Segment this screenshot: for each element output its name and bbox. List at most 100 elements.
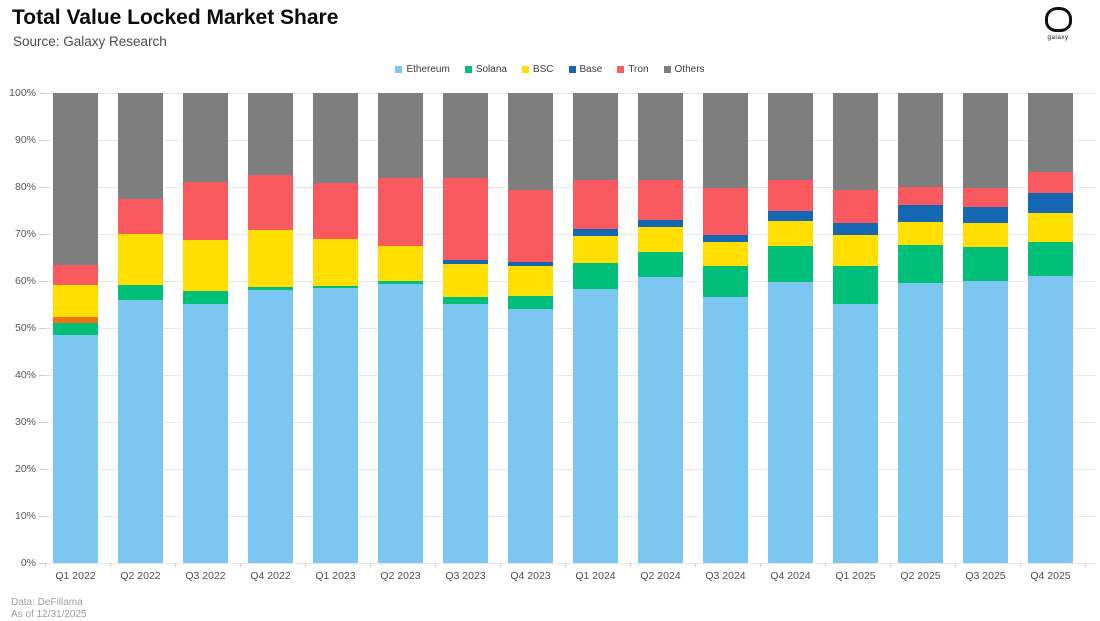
- gridline-90: [46, 140, 1096, 141]
- bar-segment-ethereum-q3-2025: [963, 281, 1008, 563]
- y-axis-tick-20: [39, 469, 46, 470]
- bar-segment-tron-q1-2022: [53, 264, 98, 286]
- x-axis-boundary-tick-14: [955, 563, 956, 567]
- bar-q3-2025: [963, 93, 1008, 563]
- y-axis-label-50: 50%: [14, 322, 36, 334]
- bar-segment-bsc-q4-2024: [768, 221, 813, 246]
- bar-segment-others-q4-2025: [1028, 93, 1073, 173]
- bar-q3-2022: [183, 93, 228, 563]
- bar-segment-solana-q2-2023: [378, 280, 423, 285]
- bar-segment-base-q2-2025: [898, 204, 943, 222]
- bar-segment-tron-q4-2022: [248, 175, 293, 230]
- bar-q1-2023: [313, 93, 358, 563]
- bar-segment-unlabeled-q1-2022: [53, 317, 98, 323]
- x-axis-boundary-tick-2: [175, 563, 176, 567]
- bar-segment-ethereum-q4-2025: [1028, 276, 1073, 563]
- legend-label-tron: Tron: [628, 64, 649, 75]
- bar-segment-tron-q1-2025: [833, 190, 878, 224]
- bar-segment-solana-q4-2025: [1028, 241, 1073, 277]
- bar-segment-ethereum-q2-2025: [898, 283, 943, 563]
- bar-segment-bsc-q1-2023: [313, 239, 358, 287]
- legend-item-solana: Solana: [464, 64, 507, 75]
- bar-segment-solana-q2-2022: [118, 284, 163, 300]
- x-axis-label-q2-2024: Q2 2024: [640, 570, 681, 582]
- bar-segment-others-q3-2022: [183, 93, 228, 183]
- data-source-note: Data: DeFillama: [11, 597, 83, 608]
- bar-segment-base-q3-2023: [443, 259, 488, 265]
- x-axis-label-q1-2024: Q1 2024: [575, 570, 616, 582]
- y-axis-label-60: 60%: [14, 275, 36, 287]
- bar-q1-2022: [53, 93, 98, 563]
- y-axis-tick-60: [39, 281, 46, 282]
- bar-segment-base-q3-2024: [703, 234, 748, 242]
- bar-segment-base-q1-2024: [573, 229, 618, 236]
- gridline-40: [46, 375, 1096, 376]
- y-axis-tick-80: [39, 187, 46, 188]
- bar-segment-others-q2-2024: [638, 93, 683, 181]
- bar-segment-others-q3-2025: [963, 93, 1008, 189]
- galaxy-logo: galaxy: [1038, 7, 1078, 41]
- y-axis-label-70: 70%: [14, 228, 36, 240]
- bar-segment-ethereum-q4-2023: [508, 308, 553, 563]
- bar-segment-bsc-q1-2024: [573, 235, 618, 264]
- bar-segment-solana-q3-2024: [703, 266, 748, 297]
- bar-q2-2024: [638, 93, 683, 563]
- gridline-70: [46, 234, 1096, 235]
- bar-segment-solana-q3-2022: [183, 291, 228, 304]
- legend-label-others: Others: [674, 64, 705, 75]
- legend-item-others: Others: [663, 64, 705, 75]
- y-axis-tick-50: [39, 328, 46, 329]
- bar-segment-bsc-q3-2024: [703, 241, 748, 267]
- bar-segment-others-q1-2024: [573, 93, 618, 180]
- x-axis-label-q3-2025: Q3 2025: [965, 570, 1006, 582]
- gridline-100: [46, 93, 1096, 94]
- bar-segment-base-q2-2024: [638, 220, 683, 227]
- gridline-10: [46, 516, 1096, 517]
- bar-segment-bsc-q2-2024: [638, 226, 683, 252]
- gridline-50: [46, 328, 1096, 329]
- bar-segment-ethereum-q3-2024: [703, 296, 748, 563]
- bar-segment-ethereum-q3-2022: [183, 303, 228, 563]
- x-axis-label-q3-2023: Q3 2023: [445, 570, 486, 582]
- bar-segment-base-q1-2025: [833, 223, 878, 235]
- x-axis-label-q1-2022: Q1 2022: [55, 570, 96, 582]
- bar-segment-ethereum-q1-2023: [313, 288, 358, 563]
- legend-item-tron: Tron: [617, 64, 649, 75]
- bar-q3-2023: [443, 93, 488, 563]
- x-axis-boundary-tick-15: [1020, 563, 1021, 567]
- legend-swatch-ethereum-icon: [395, 66, 403, 73]
- bar-segment-ethereum-q2-2023: [378, 284, 423, 563]
- bar-segment-solana-q4-2024: [768, 245, 813, 282]
- bar-q4-2023: [508, 93, 553, 563]
- bar-segment-bsc-q3-2025: [963, 223, 1008, 247]
- bar-segment-tron-q2-2024: [638, 180, 683, 221]
- y-axis-label-100: 100%: [9, 87, 36, 99]
- x-axis-boundary-tick-0: [45, 563, 46, 567]
- bar-segment-tron-q3-2025: [963, 188, 1008, 207]
- as-of-date-note: As of 12/31/2025: [11, 609, 87, 620]
- bar-segment-bsc-q1-2022: [53, 285, 98, 318]
- bar-q1-2025: [833, 93, 878, 563]
- bar-segment-tron-q2-2025: [898, 186, 943, 205]
- bar-segment-others-q3-2024: [703, 93, 748, 189]
- bar-segment-ethereum-q2-2024: [638, 276, 683, 563]
- x-axis-label-q2-2025: Q2 2025: [900, 570, 941, 582]
- x-axis-boundary-tick-9: [630, 563, 631, 567]
- bar-segment-tron-q3-2023: [443, 178, 488, 260]
- gridline-60: [46, 281, 1096, 282]
- gridline-30: [46, 422, 1096, 423]
- bar-segment-ethereum-q4-2024: [768, 281, 813, 563]
- bar-segment-ethereum-q3-2023: [443, 303, 488, 563]
- x-axis-label-q4-2022: Q4 2022: [250, 570, 291, 582]
- legend-label-base: Base: [579, 64, 603, 75]
- page-title: Total Value Locked Market Share: [12, 6, 339, 29]
- legend-swatch-bsc-icon: [521, 66, 529, 73]
- bar-segment-tron-q4-2023: [508, 190, 553, 262]
- x-axis-label-q1-2025: Q1 2025: [835, 570, 876, 582]
- x-axis-label-q4-2023: Q4 2023: [510, 570, 551, 582]
- bar-segment-tron-q1-2024: [573, 179, 618, 230]
- bar-segment-base-q4-2024: [768, 211, 813, 222]
- bar-segment-tron-q1-2023: [313, 183, 358, 240]
- bar-q2-2023: [378, 93, 423, 563]
- x-axis-label-q4-2025: Q4 2025: [1030, 570, 1071, 582]
